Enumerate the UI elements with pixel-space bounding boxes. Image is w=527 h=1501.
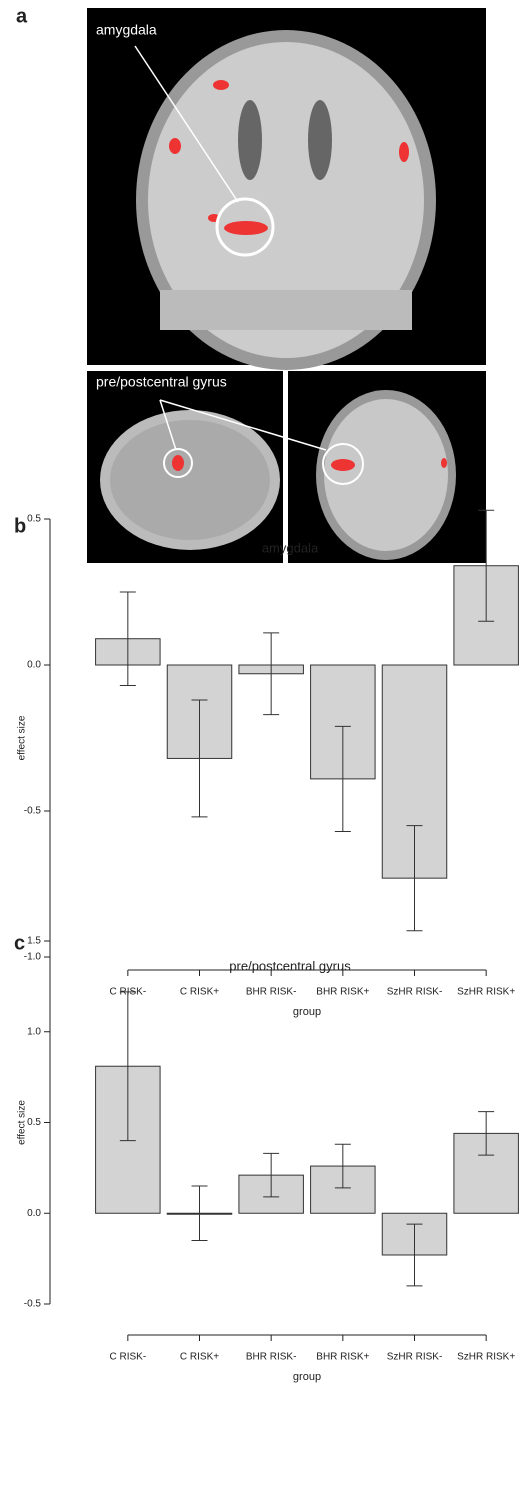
y-tick-label: -0.5: [24, 1299, 42, 1310]
page: a b c amygdala pre/postcentral gyrus amy…: [0, 0, 527, 1501]
x-tick-label: SzHR RISK+: [457, 987, 515, 998]
x-tick-label: C RISK+: [180, 987, 219, 998]
x-tick-label: BHR RISK+: [316, 987, 369, 998]
annotation: amygdala: [96, 22, 157, 38]
x-tick-label: SzHR RISK-: [387, 987, 443, 998]
x-tick-label: SzHR RISK+: [457, 1352, 515, 1363]
y-tick-label: 1.5: [27, 936, 41, 947]
annotation: pre/postcentral gyrus: [96, 374, 227, 390]
y-tick-label: 0.0: [27, 660, 41, 671]
panel-label: a: [16, 5, 28, 27]
sagittal-image: [87, 371, 283, 563]
x-tick-label: BHR RISK-: [246, 1352, 297, 1363]
chart-title: pre/postcentral gyrus: [229, 958, 351, 973]
coronal-image: [87, 8, 486, 370]
y-tick-label: -1.0: [24, 952, 42, 963]
y-axis-label: effect size: [17, 715, 28, 760]
x-tick-label: BHR RISK+: [316, 1352, 369, 1363]
panel-label: b: [14, 515, 26, 537]
chart-title: amygdala: [262, 540, 319, 555]
x-tick-label: C RISK-: [109, 1352, 146, 1363]
x-tick-label: SzHR RISK-: [387, 1352, 443, 1363]
x-axis-label: group: [293, 1006, 321, 1018]
y-tick-label: -0.5: [24, 806, 42, 817]
y-tick-label: 0.5: [27, 1117, 41, 1128]
y-tick-label: 0.0: [27, 1208, 41, 1219]
y-tick-label: 1.0: [27, 1026, 41, 1037]
x-axis-label: group: [293, 1371, 321, 1383]
x-tick-label: C RISK+: [180, 1352, 219, 1363]
y-tick-label: 0.5: [27, 514, 41, 525]
figure: a b c amygdala pre/postcentral gyrus amy…: [0, 0, 527, 1501]
y-axis-label: effect size: [17, 1100, 28, 1145]
x-tick-label: BHR RISK-: [246, 987, 297, 998]
